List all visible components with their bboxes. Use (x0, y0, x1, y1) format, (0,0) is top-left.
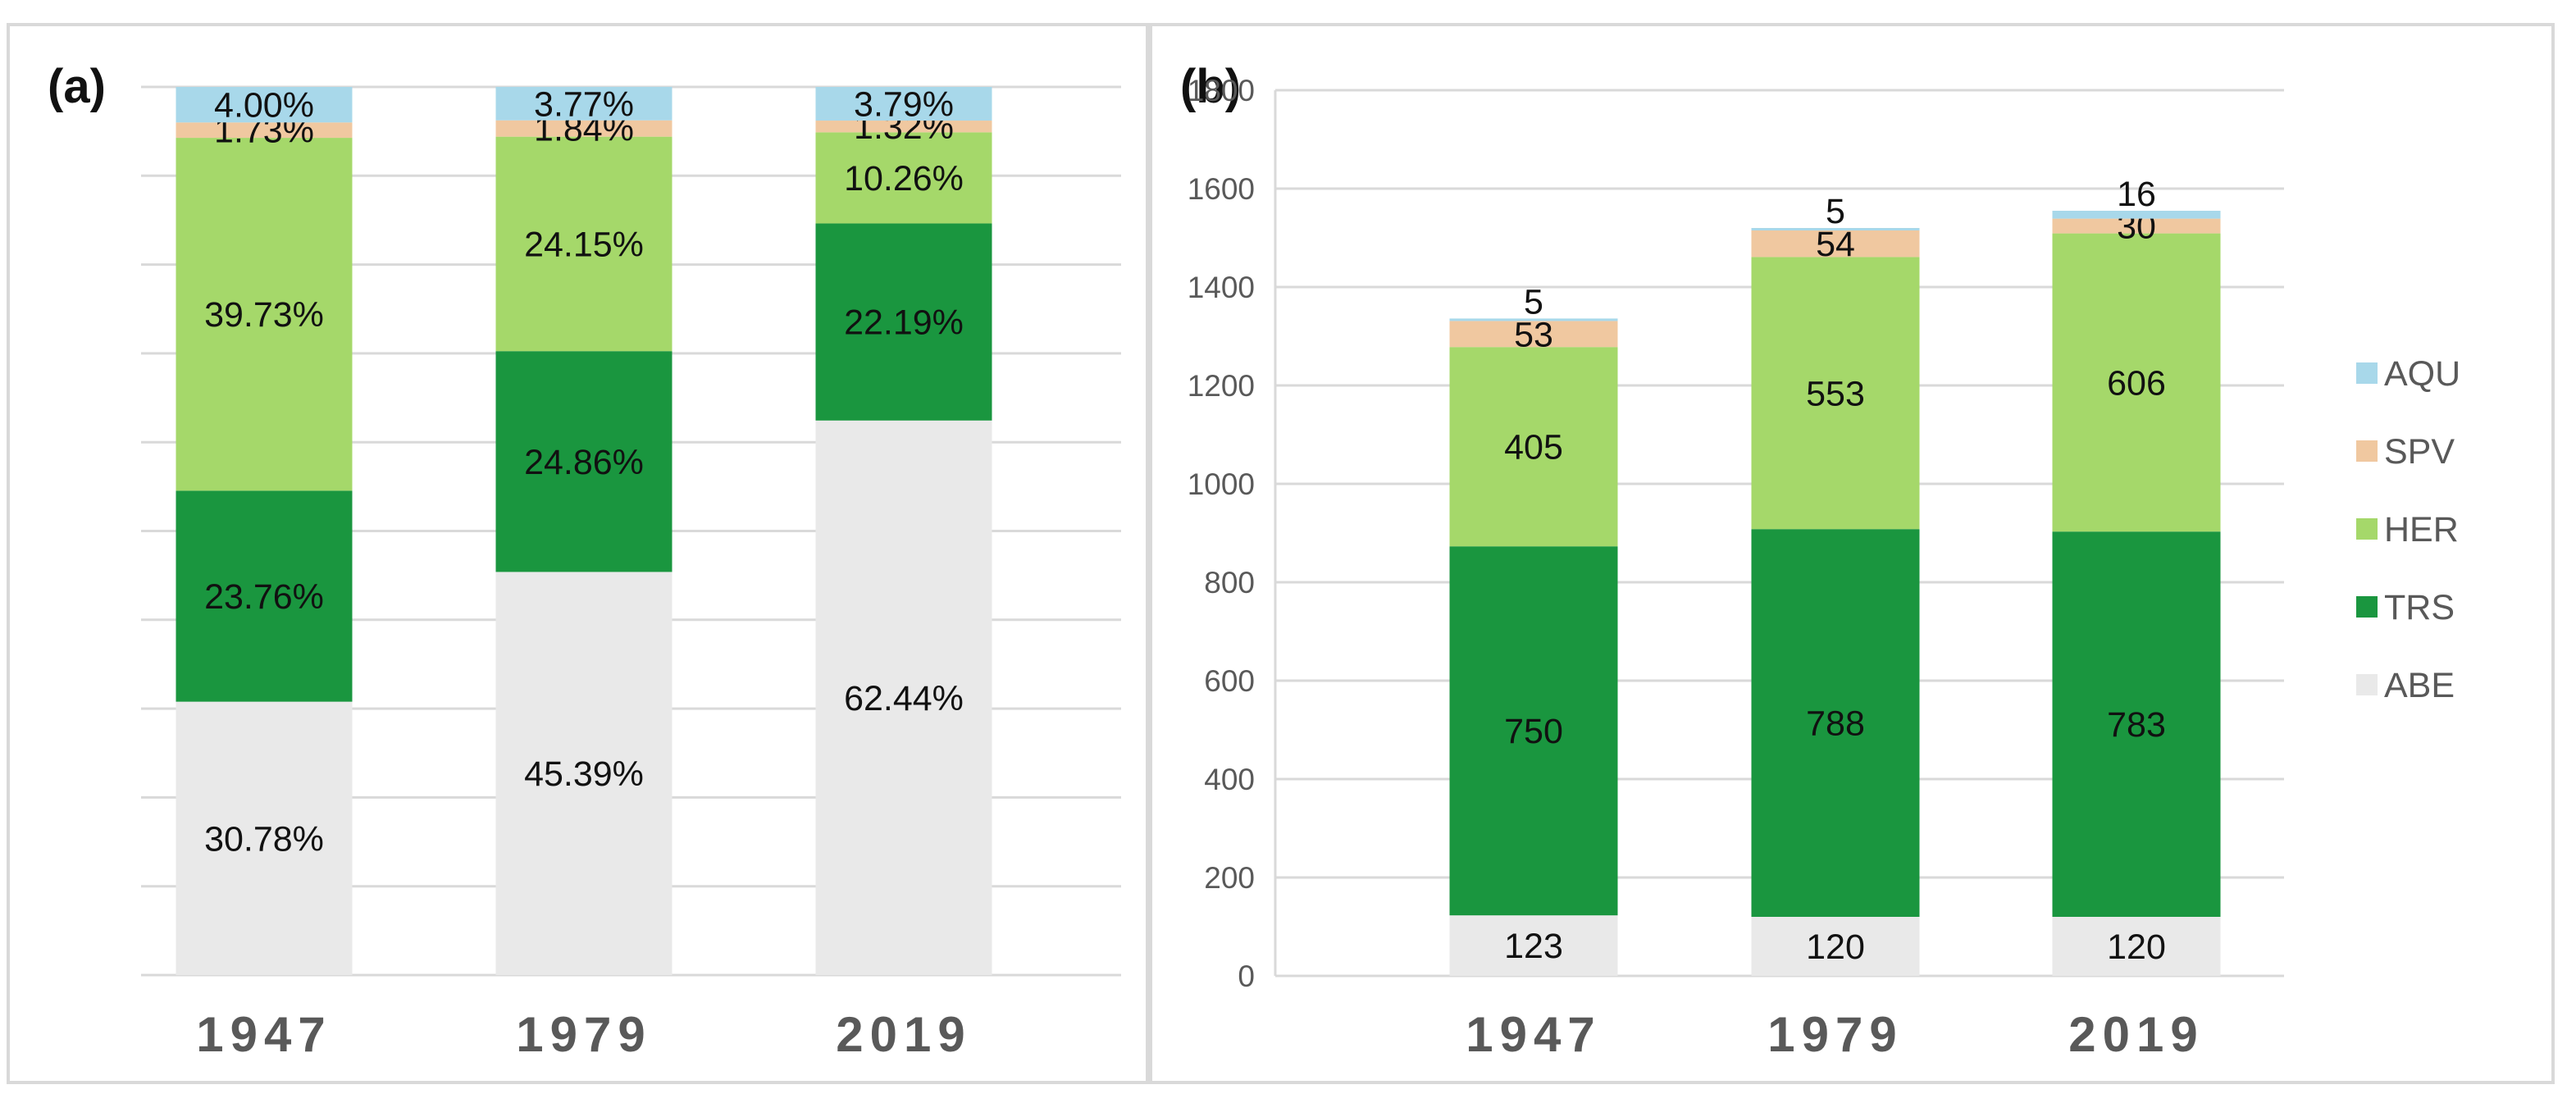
data-label-her: 24.15% (524, 225, 644, 264)
data-label-aqu: 16 (2117, 175, 2156, 214)
panel-a: (a) 30.78% 23.76% 39.73% 1.73% 4.00% 1947 45.3… (7, 23, 1149, 1084)
bar-segment-trs (176, 490, 353, 702)
data-label-aqu: 5 (1826, 192, 1845, 231)
bar-segment-abe (495, 572, 672, 975)
data-label-aqu: 3.79% (854, 85, 954, 125)
bar-segment-spv (815, 121, 992, 133)
data-label-abe: 30.78% (204, 819, 324, 859)
bar-segment-her (1751, 257, 1920, 530)
category-label: 1947 (1466, 1007, 1601, 1062)
bar-segment-aqu (1751, 228, 1920, 230)
data-label-abe: 45.39% (524, 754, 644, 794)
bar-segment-spv (176, 122, 353, 139)
bar-segment-aqu (815, 87, 992, 121)
bar-segment-trs (815, 223, 992, 421)
chart-a: 30.78%23.76%39.73%1.73%4.00%194745.39%24… (141, 84, 1121, 1062)
bar-segment-trs (1751, 529, 1920, 917)
bar-segment-her (2052, 233, 2221, 532)
data-label-aqu: 3.77% (534, 84, 634, 124)
legend-label-her: HER (2384, 510, 2459, 549)
data-label-abe: 62.44% (844, 679, 964, 718)
data-label-trs: 783 (2107, 705, 2166, 745)
legend-swatch-her (2356, 518, 2378, 540)
bar-segment-aqu (495, 86, 672, 121)
y-tick-label: 1800 (1188, 74, 1255, 107)
bar-segment-spv (1449, 321, 1618, 348)
legend-swatch-spv (2356, 440, 2378, 462)
legend-label-abe: ABE (2384, 666, 2455, 705)
data-label-spv: 53 (1514, 315, 1553, 354)
category-label: 2019 (836, 1007, 971, 1062)
bar-segment-trs (495, 351, 672, 572)
category-label: 2019 (2068, 1007, 2204, 1062)
bar-segment-spv (495, 120, 672, 137)
bar-segment-trs (2052, 531, 2221, 917)
bar-segment-abe (1751, 917, 1920, 976)
bar-segment-trs (1449, 546, 1618, 916)
data-label-her: 405 (1504, 428, 1563, 467)
data-label-abe: 123 (1504, 927, 1563, 966)
bar-segment-spv (2052, 218, 2221, 234)
legend-label-aqu: AQU (2384, 354, 2460, 394)
bar-segment-aqu (176, 87, 353, 123)
y-tick-label: 1000 (1188, 467, 1255, 501)
bar-segment-abe (176, 701, 353, 975)
bar-segment-abe (2052, 917, 2221, 976)
legend-label-spv: SPV (2384, 432, 2455, 472)
bar-segment-spv (1751, 230, 1920, 258)
data-label-aqu: 5 (1524, 282, 1543, 321)
y-tick-label: 600 (1204, 664, 1255, 698)
data-label-aqu: 4.00% (214, 86, 314, 125)
bar-segment-aqu (2052, 211, 2221, 219)
y-tick-label: 0 (1238, 959, 1255, 993)
y-tick-label: 800 (1204, 566, 1255, 599)
bar-segment-her (815, 132, 992, 224)
category-label: 1947 (196, 1007, 331, 1062)
data-label-abe: 120 (1806, 928, 1865, 967)
bar-segment-her (1449, 347, 1618, 547)
category-label: 1979 (516, 1007, 651, 1062)
data-label-trs: 23.76% (204, 577, 324, 617)
data-label-her: 553 (1806, 374, 1865, 413)
data-label-trs: 24.86% (524, 443, 644, 482)
chart-b: 0 200 400 600 800 1000 1200 1400 1600 1800 123 750 4… (1188, 74, 2461, 1062)
data-label-abe: 120 (2107, 928, 2166, 967)
legend-swatch-abe (2356, 674, 2378, 695)
bar-segment-aqu (1449, 318, 1618, 321)
panel-a-label: (a) (48, 60, 106, 113)
y-tick-label: 200 (1204, 861, 1255, 895)
data-label-her: 10.26% (844, 159, 964, 198)
legend-label-trs: TRS (2384, 588, 2455, 627)
y-tick-label: 1400 (1188, 271, 1255, 304)
data-label-her: 39.73% (204, 295, 324, 335)
panel-b: (b) 0 200 400 600 800 1000 1200 1400 1600 1800 123… (1149, 23, 2555, 1084)
data-label-her: 606 (2107, 363, 2166, 403)
bar-segment-her (176, 138, 353, 491)
data-label-trs: 750 (1504, 712, 1563, 751)
legend-swatch-trs (2356, 596, 2378, 618)
data-label-trs: 788 (1806, 704, 1865, 744)
data-label-trs: 22.19% (844, 303, 964, 343)
y-tick-label: 1200 (1188, 369, 1255, 403)
bar-segment-her (495, 136, 672, 352)
y-tick-label: 400 (1204, 763, 1255, 796)
data-label-spv: 54 (1816, 225, 1855, 264)
bar-segment-abe (1449, 915, 1618, 976)
bar-segment-abe (815, 420, 992, 975)
y-tick-label: 1600 (1188, 172, 1255, 206)
category-label: 1979 (1767, 1007, 1903, 1062)
legend-swatch-aqu (2356, 362, 2378, 384)
panel-b-label: (b) (1180, 60, 1242, 113)
